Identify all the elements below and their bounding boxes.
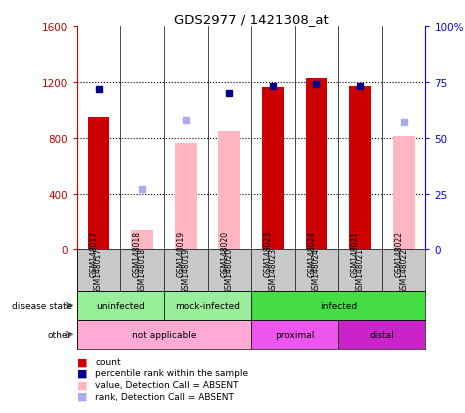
Bar [349,87,371,250]
Bar [131,230,153,250]
Bar [87,117,109,250]
Bar [338,320,425,349]
Text: GSM148021: GSM148021 [356,247,365,294]
Text: GSM148017: GSM148017 [94,247,103,294]
Bar [251,291,425,320]
Text: GSM148023: GSM148023 [264,230,273,276]
Text: ■: ■ [77,380,87,389]
Text: proximal: proximal [275,330,314,339]
Text: GSM148023: GSM148023 [268,247,278,294]
Text: GSM148019: GSM148019 [181,247,190,294]
Text: mock-infected: mock-infected [175,301,240,310]
Text: count: count [95,357,121,366]
Title: GDS2977 / 1421308_at: GDS2977 / 1421308_at [174,13,328,26]
Bar [262,88,284,250]
Text: distal: distal [370,330,394,339]
Text: percentile rank within the sample: percentile rank within the sample [95,368,248,377]
Bar [77,320,251,349]
Text: GSM148019: GSM148019 [177,230,186,276]
Text: GSM148024: GSM148024 [307,230,317,276]
Text: ■: ■ [77,356,87,366]
Text: uninfected: uninfected [96,301,145,310]
Text: GSM148018: GSM148018 [133,230,142,276]
Text: GSM148017: GSM148017 [90,230,99,276]
Text: value, Detection Call = ABSENT: value, Detection Call = ABSENT [95,380,239,389]
Bar [306,78,327,250]
Text: GSM148018: GSM148018 [138,247,146,294]
Text: GSM148020: GSM148020 [225,247,234,294]
Text: disease state: disease state [12,301,72,310]
Text: rank, Detection Call = ABSENT: rank, Detection Call = ABSENT [95,392,234,401]
Text: ■: ■ [77,368,87,378]
Bar [393,137,415,250]
Bar [77,291,164,320]
Text: GSM148024: GSM148024 [312,247,321,294]
Text: GSM148022: GSM148022 [399,247,408,294]
Bar [175,144,197,250]
Text: ■: ■ [77,391,87,401]
Text: infected: infected [319,301,357,310]
Bar [164,291,251,320]
Bar [219,131,240,250]
Bar [251,320,338,349]
Text: GSM148022: GSM148022 [395,230,404,276]
Text: GSM148021: GSM148021 [351,230,360,276]
Text: GSM148020: GSM148020 [220,230,229,276]
Text: other: other [48,330,72,339]
Text: not applicable: not applicable [132,330,196,339]
